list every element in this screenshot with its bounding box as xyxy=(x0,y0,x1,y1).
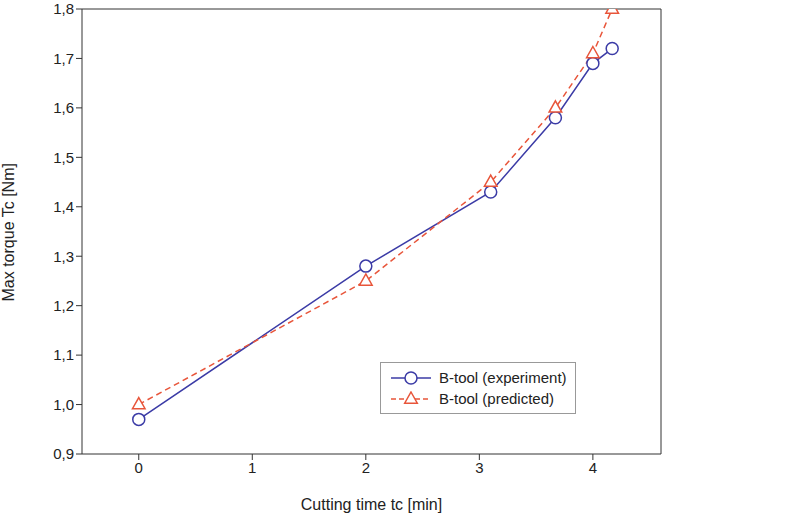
svg-text:Cutting time tc [min]: Cutting time tc [min] xyxy=(301,496,442,513)
svg-text:1,7: 1,7 xyxy=(53,50,74,67)
svg-text:3: 3 xyxy=(475,459,483,476)
html-text:B-tool (predicted): B-tool (predicted) xyxy=(439,390,555,408)
svg-text:1,4: 1,4 xyxy=(53,198,74,215)
svg-text:0,9: 0,9 xyxy=(53,445,74,462)
svg-text:1,8: 1,8 xyxy=(53,0,74,17)
svg-text:1,3: 1,3 xyxy=(53,248,74,265)
svg-text:Max torque Tc [Nm]: Max torque Tc [Nm] xyxy=(0,163,17,301)
svg-text:4: 4 xyxy=(589,459,597,476)
svg-text:2: 2 xyxy=(362,459,370,476)
svg-text:1,0: 1,0 xyxy=(53,396,74,413)
svg-text:1,1: 1,1 xyxy=(53,346,74,363)
svg-text:1: 1 xyxy=(248,459,256,476)
svg-text:0: 0 xyxy=(135,459,143,476)
svg-text:1,5: 1,5 xyxy=(53,149,74,166)
html-text:B-tool (experiment): B-tool (experiment) xyxy=(439,369,567,386)
svg-text:1,2: 1,2 xyxy=(53,297,74,314)
svg-text:1,6: 1,6 xyxy=(53,99,74,116)
